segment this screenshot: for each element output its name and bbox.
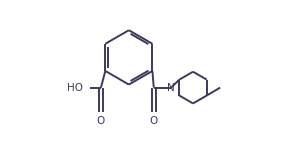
Text: HO: HO — [67, 83, 83, 93]
Text: N: N — [167, 83, 175, 93]
Text: O: O — [150, 116, 158, 125]
Text: O: O — [97, 116, 105, 125]
